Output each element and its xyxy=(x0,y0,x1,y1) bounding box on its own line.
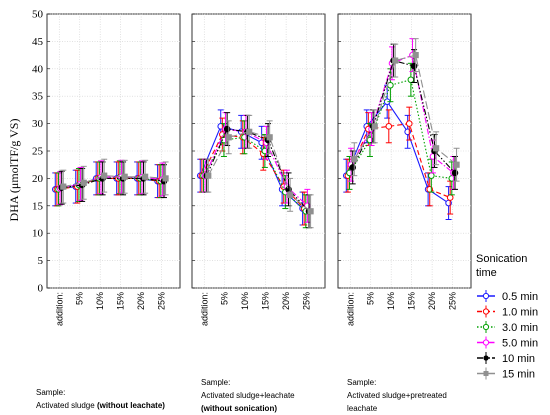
data-point xyxy=(266,134,273,141)
data-point xyxy=(101,172,108,179)
x-tick-label: addition: xyxy=(345,292,355,326)
series-line xyxy=(59,176,163,189)
x-tick-label: 5% xyxy=(75,292,85,305)
data-point xyxy=(407,76,415,84)
data-point xyxy=(392,57,399,64)
legend-item: 1.0 min xyxy=(477,305,538,319)
panel-caption-1: Sample: Activated sludge (without leachat… xyxy=(36,388,165,410)
x-tick-label: 10% xyxy=(240,292,250,310)
y-tick-label: 5 xyxy=(38,255,44,267)
data-point xyxy=(446,194,454,201)
legend-label: 0.5 min xyxy=(502,291,538,303)
data-point xyxy=(371,123,378,130)
y-tick-label: 20 xyxy=(32,173,44,185)
legend-title: time xyxy=(476,267,497,279)
data-point xyxy=(246,128,253,135)
data-point xyxy=(162,175,169,182)
series-15-min xyxy=(205,114,314,229)
legend-marker xyxy=(483,371,489,376)
y-tick-label: 15 xyxy=(32,200,44,212)
series-15-min xyxy=(60,158,169,204)
x-tick-label: addition: xyxy=(199,292,209,326)
legend-label: 3.0 min xyxy=(502,322,538,334)
legend-item: 15 min xyxy=(477,367,535,381)
data-point xyxy=(142,173,149,180)
x-tick-label: 10% xyxy=(95,292,105,310)
x-tick-label: 20% xyxy=(427,292,437,310)
y-tick-label: 40 xyxy=(32,63,44,75)
x-tick-label: 15% xyxy=(407,292,417,310)
y-tick-label: 45 xyxy=(32,36,44,48)
legend-marker xyxy=(482,339,490,346)
panel-1: addition: 5% 10% 15% 20% 25% xyxy=(46,13,181,326)
panel-caption-2: Sample: Activated sludge+leachate (without… xyxy=(201,378,295,413)
x-tick-label: 10% xyxy=(386,292,396,310)
legend-item: 10 min xyxy=(477,352,535,365)
series-line xyxy=(207,131,311,212)
y-tick-label: 50 xyxy=(32,9,44,21)
series-line xyxy=(349,79,452,179)
data-point xyxy=(433,145,440,152)
legend-label: 1.0 min xyxy=(502,307,538,319)
data-point xyxy=(412,52,419,59)
legend-label: 10 min xyxy=(502,353,535,365)
data-point xyxy=(287,191,294,198)
x-tick-label: 25% xyxy=(157,292,167,310)
legend-title: Sonication xyxy=(476,253,527,265)
x-tick-label: 20% xyxy=(136,292,146,310)
data-point xyxy=(225,134,232,141)
y-tick-label: 35 xyxy=(32,91,44,103)
legend-marker xyxy=(483,355,489,361)
legend-item: 5.0 min xyxy=(477,336,538,350)
data-point xyxy=(80,179,87,186)
legend-label: 5.0 min xyxy=(502,338,538,350)
data-point xyxy=(60,183,67,190)
x-tick-label: 5% xyxy=(220,292,230,305)
y-tick-label: 10 xyxy=(32,228,44,240)
legend-marker xyxy=(482,323,490,331)
panel-caption-3: Sample: Activated sludge+pretreated leacha… xyxy=(347,378,447,413)
data-point xyxy=(205,172,212,179)
x-tick-label: 20% xyxy=(281,292,291,310)
series-line xyxy=(347,122,451,199)
y-tick-label: 25 xyxy=(32,146,44,158)
series-line xyxy=(352,59,456,174)
x-tick-label: 25% xyxy=(448,292,458,310)
data-point xyxy=(121,173,128,180)
data-point xyxy=(385,123,393,130)
x-tick-label: 25% xyxy=(302,292,312,310)
legend-label: 15 min xyxy=(502,369,535,381)
legend-marker xyxy=(482,292,490,300)
y-tick-label: 0 xyxy=(38,283,44,295)
data-point xyxy=(351,156,358,163)
x-tick-label: 15% xyxy=(261,292,271,310)
data-point xyxy=(428,172,435,179)
data-point xyxy=(453,161,460,168)
panel-3: addition: 5% 10% 15% 20% 25% xyxy=(337,13,472,326)
x-tick-label: addition: xyxy=(54,292,64,326)
legend-item: 3.0 min xyxy=(477,321,538,334)
data-point xyxy=(307,208,314,215)
x-tick-label: 5% xyxy=(366,292,376,305)
panel-2: addition: 5% 10% 15% 20% 25% xyxy=(191,13,326,326)
series-15-min xyxy=(351,38,460,182)
legend-item: 0.5 min xyxy=(477,290,538,303)
series-line xyxy=(204,128,308,207)
y-tick-label: 30 xyxy=(32,118,44,130)
data-point xyxy=(405,120,413,127)
series-line xyxy=(63,175,166,188)
y-axis-label: DHA (μmolTF/g VS) xyxy=(7,119,21,222)
legend-marker xyxy=(482,308,490,315)
x-tick-label: 15% xyxy=(116,292,126,310)
